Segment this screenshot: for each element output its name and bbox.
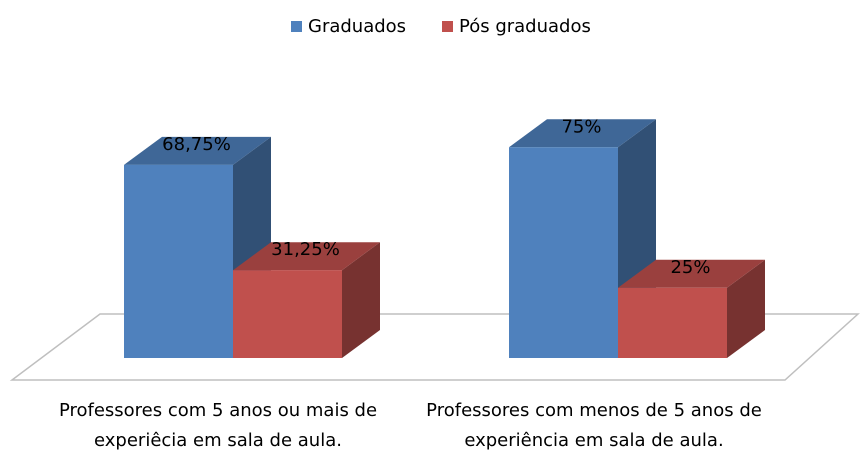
bar — [509, 147, 618, 358]
category-label: Professores com menos de 5 anos de exper… — [426, 400, 762, 451]
value-label: 75% — [561, 116, 601, 137]
bar-side — [342, 242, 380, 358]
bar — [618, 287, 727, 358]
bar-side — [727, 259, 765, 358]
bar-top — [233, 242, 380, 271]
value-label: 25% — [670, 257, 710, 278]
legend-swatch — [442, 21, 453, 32]
value-label: 31,25% — [271, 239, 340, 260]
category-label: Professores com 5 anos ou mais de experi… — [58, 400, 378, 451]
bar — [233, 270, 342, 358]
bar-top — [509, 119, 656, 148]
legend-label: Graduados — [308, 16, 406, 37]
bar — [124, 164, 233, 358]
legend-label: Pós graduados — [459, 16, 591, 37]
value-label: 68,75% — [162, 134, 231, 155]
bar-top — [124, 136, 271, 165]
legend-swatch — [291, 21, 302, 32]
bar-top — [618, 259, 765, 288]
